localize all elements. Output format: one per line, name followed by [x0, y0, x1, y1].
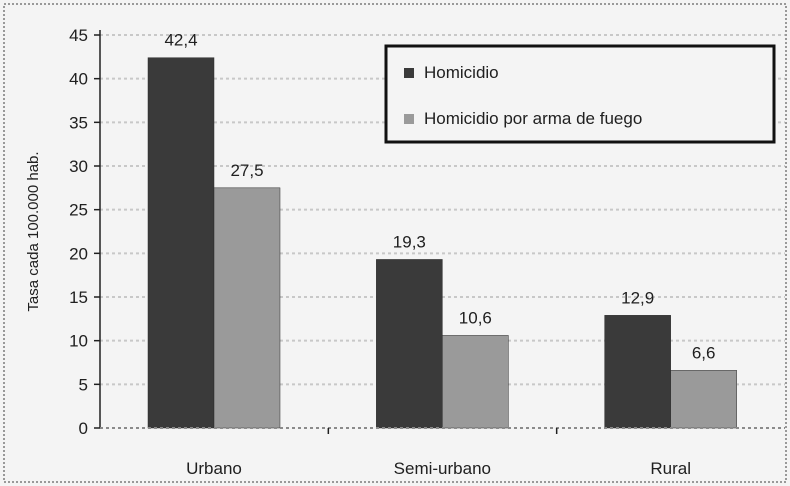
x-category-label: Semi-urbano: [394, 459, 491, 478]
data-label: 10,6: [459, 308, 492, 327]
y-tick-label: 10: [69, 332, 88, 351]
bar-homicidio-1: [376, 259, 443, 429]
bar-homicidio-arma-2: [670, 370, 737, 429]
legend-swatch: [404, 68, 414, 78]
legend-swatch: [404, 114, 414, 124]
x-category-label: Rural: [650, 459, 691, 478]
bar-homicidio-0: [147, 57, 215, 429]
legend: Homicidio Homicidio por arma de fuego: [384, 44, 776, 144]
x-category-label: Urbano: [186, 459, 242, 478]
y-tick-label: 30: [69, 157, 88, 176]
y-tick-label: 40: [69, 70, 88, 89]
data-label: 19,3: [393, 232, 426, 251]
bar-homicidio-arma-0: [213, 187, 281, 429]
data-label: 6,6: [692, 343, 716, 362]
y-tick-label: 35: [69, 113, 88, 132]
legend-box: [384, 44, 776, 144]
legend-label: Homicidio por arma de fuego: [424, 109, 642, 128]
labels: 0 5 10 15 20 25 30 35 40 45 Tasa cada 100.000 hab.…: [25, 26, 715, 478]
legend-label: Homicidio: [424, 63, 499, 82]
bar-homicidio-arma-1: [442, 335, 509, 429]
y-tick-label: 15: [69, 288, 88, 307]
axes: [94, 30, 785, 434]
bars: [147, 57, 737, 429]
data-label: 42,4: [164, 31, 197, 50]
y-tick-label: 5: [79, 375, 88, 394]
data-label: 12,9: [621, 288, 654, 307]
y-tick-label: 20: [69, 244, 88, 263]
y-axis-title: Tasa cada 100.000 hab.: [25, 151, 42, 311]
y-tick-label: 45: [69, 26, 88, 45]
data-label: 27,5: [230, 161, 263, 180]
y-tick-label: 25: [69, 201, 88, 220]
y-tick-label: 0: [79, 419, 88, 438]
chart-outer-border: [3, 3, 787, 483]
bar-homicidio-2: [604, 315, 671, 429]
